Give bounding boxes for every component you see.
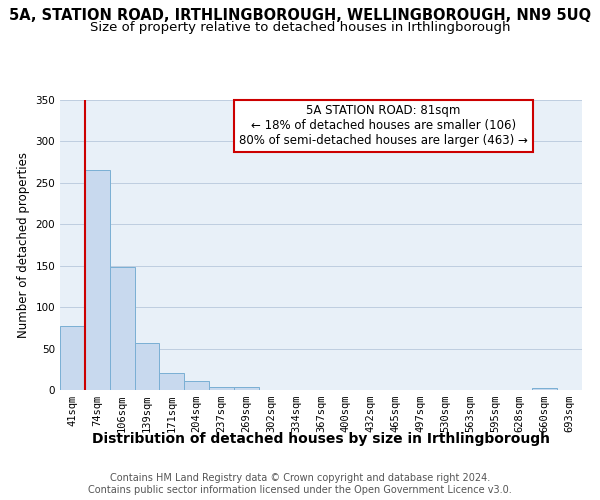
Y-axis label: Number of detached properties: Number of detached properties bbox=[17, 152, 30, 338]
Bar bbox=[160, 374, 184, 390]
Text: Contains HM Land Registry data © Crown copyright and database right 2024.
Contai: Contains HM Land Registry data © Crown c… bbox=[88, 474, 512, 495]
Bar bbox=[60, 326, 85, 390]
Bar bbox=[85, 170, 110, 390]
Bar bbox=[532, 388, 557, 390]
Text: 5A STATION ROAD: 81sqm
← 18% of detached houses are smaller (106)
80% of semi-de: 5A STATION ROAD: 81sqm ← 18% of detached… bbox=[239, 104, 528, 148]
Text: Distribution of detached houses by size in Irthlingborough: Distribution of detached houses by size … bbox=[92, 432, 550, 446]
Text: Size of property relative to detached houses in Irthlingborough: Size of property relative to detached ho… bbox=[90, 21, 510, 34]
Bar bbox=[110, 266, 134, 390]
Text: 5A, STATION ROAD, IRTHLINGBOROUGH, WELLINGBOROUGH, NN9 5UQ: 5A, STATION ROAD, IRTHLINGBOROUGH, WELLI… bbox=[9, 8, 591, 22]
Bar bbox=[234, 386, 259, 390]
Bar bbox=[209, 386, 234, 390]
Bar bbox=[184, 381, 209, 390]
Bar bbox=[134, 343, 160, 390]
